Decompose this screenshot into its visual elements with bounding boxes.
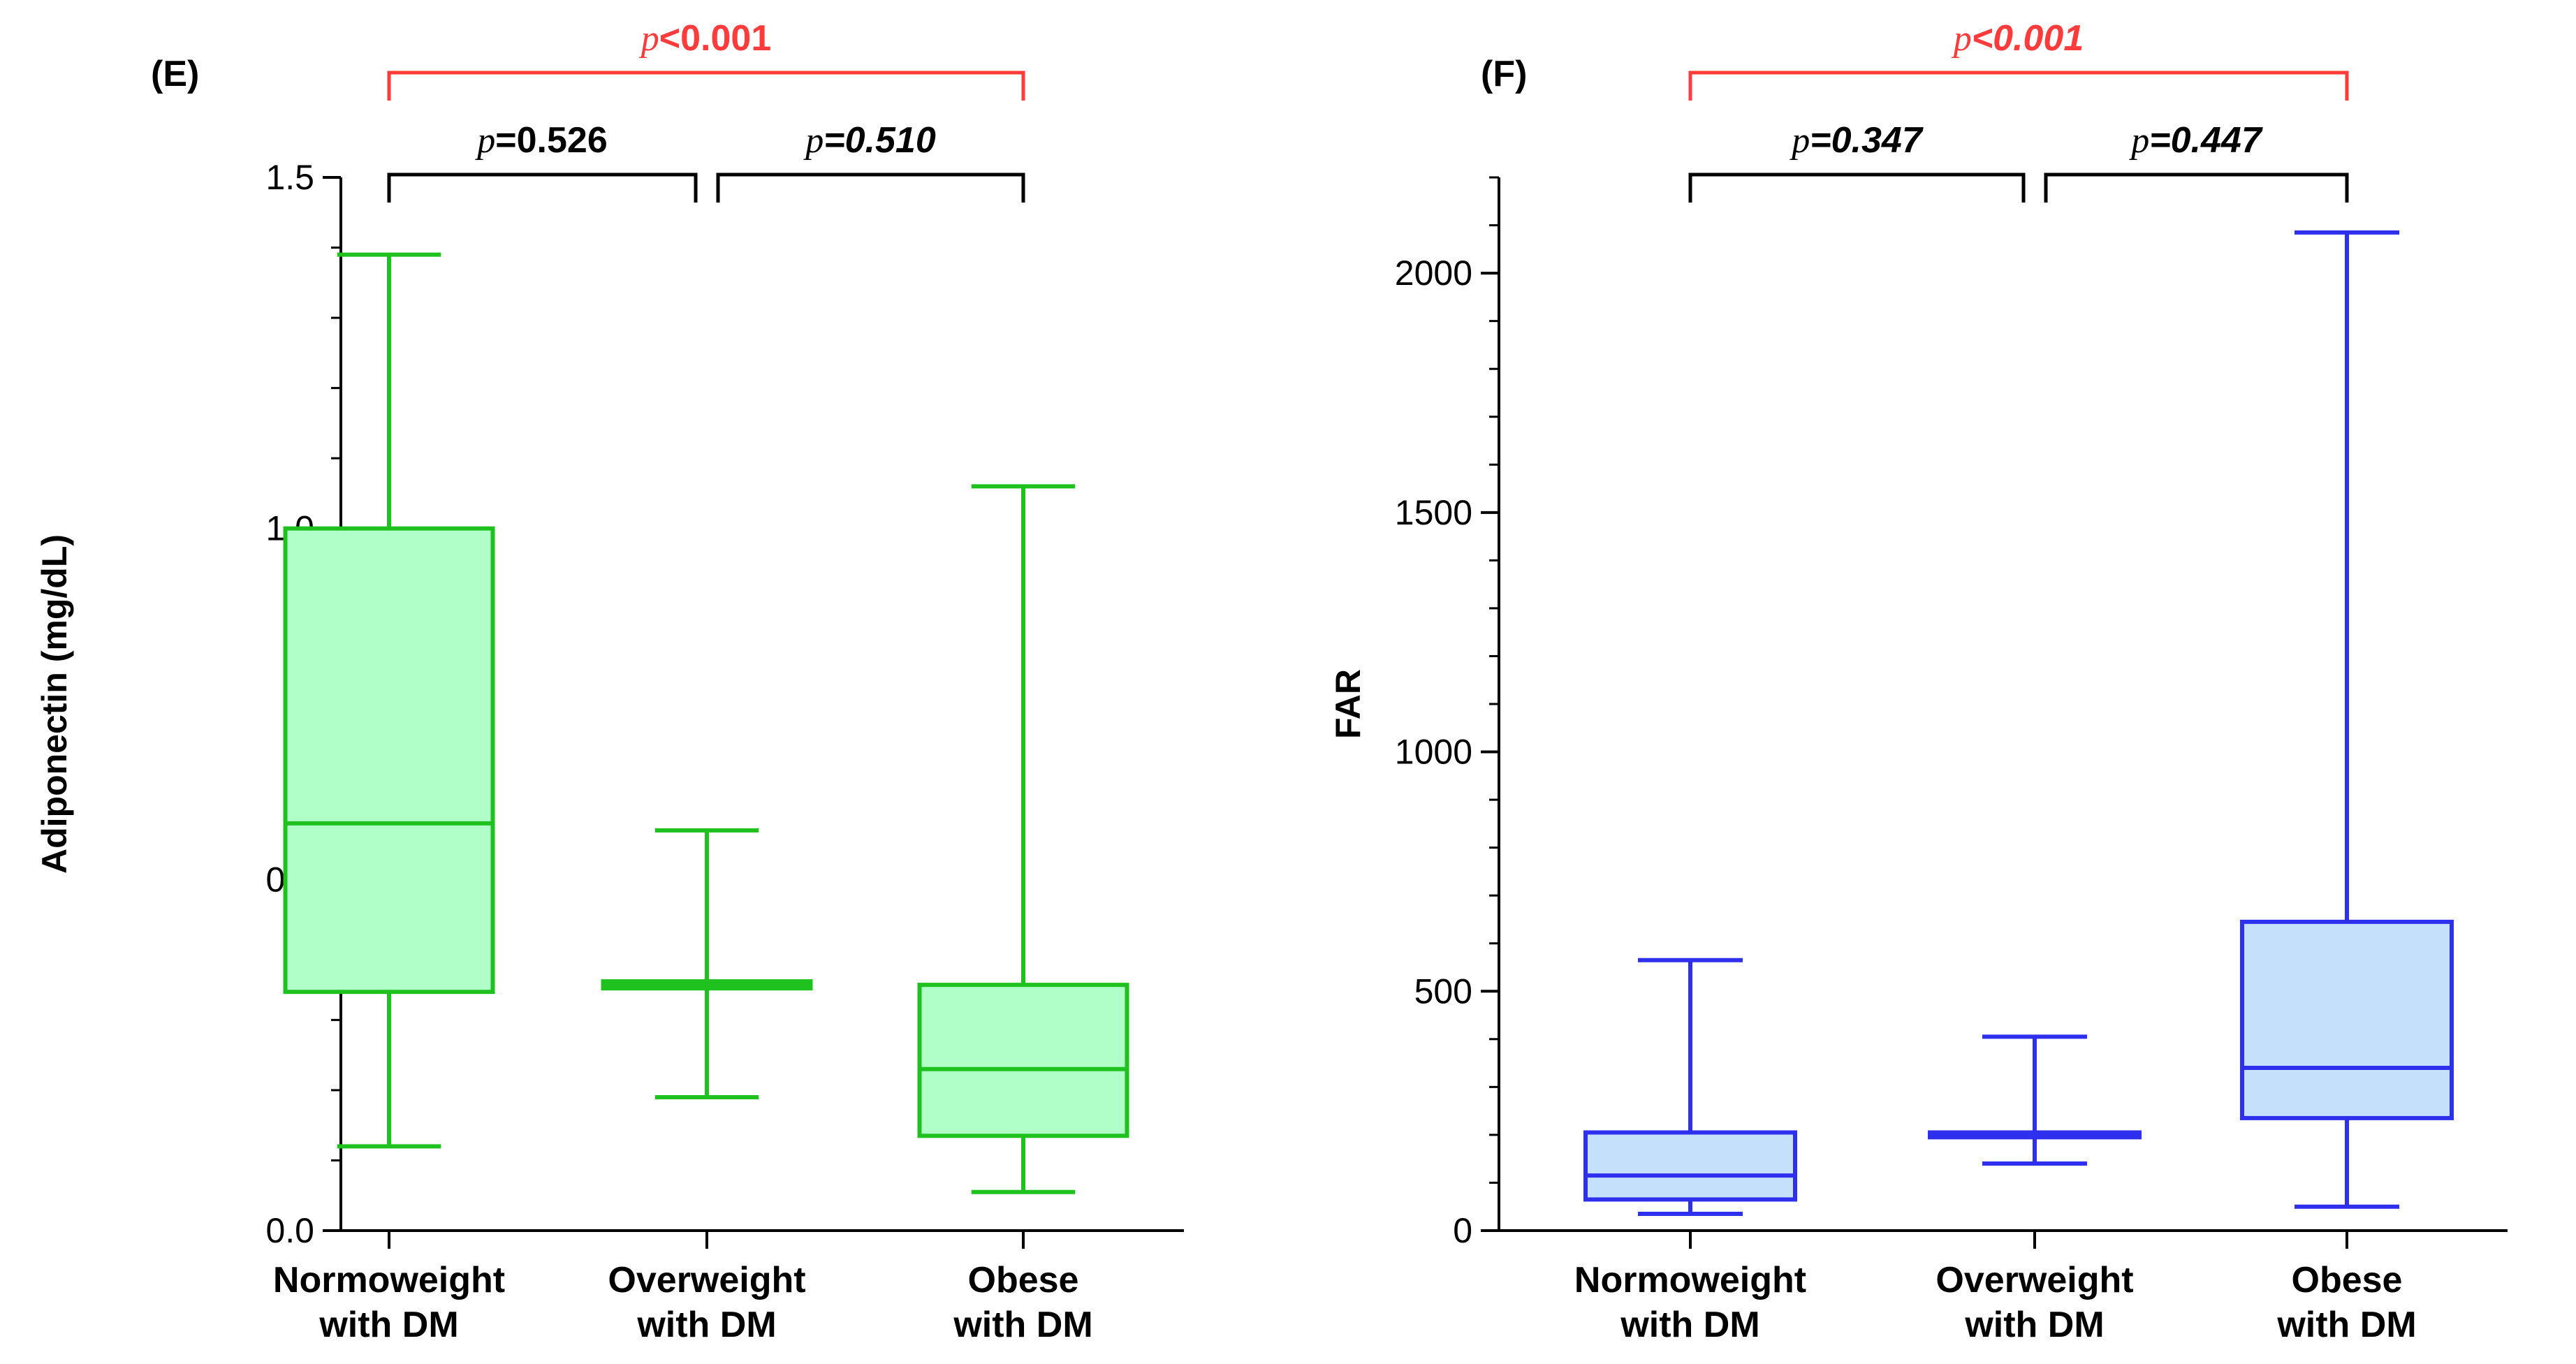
y-tick-label: 1.5	[265, 158, 314, 197]
box-0	[283, 252, 495, 1149]
bracket-line	[1688, 71, 2349, 101]
x-tick-label-line1: Overweight	[1935, 1260, 2133, 1300]
bracket-line	[1688, 173, 2026, 203]
significance-bracket: p=0.347	[1688, 120, 2026, 203]
panel-label: (F)	[1481, 54, 1527, 94]
x-tick-label-line2: with DM	[1620, 1305, 1759, 1345]
box-1	[601, 828, 813, 1099]
y-axis-title: FAR	[1329, 669, 1368, 739]
y-tick-label: 1500	[1395, 493, 1472, 532]
y-tick-label: 2000	[1395, 254, 1472, 293]
panel-label: (E)	[151, 54, 199, 94]
p-symbol: p	[474, 121, 495, 161]
bracket-line	[716, 173, 1025, 203]
box-2	[917, 484, 1129, 1194]
p-value-label: p<0.001	[1951, 18, 2084, 59]
iqr-box	[1583, 1130, 1797, 1202]
p-value-text: =0.447	[2149, 120, 2263, 161]
y-tick-label: 0	[1453, 1211, 1472, 1250]
p-value-label: p=0.447	[2128, 120, 2263, 161]
x-tick-label-line2: with DM	[2276, 1305, 2416, 1345]
panel-f: (F) 0 500 1000 1500 2000 FAR Normoweight with DM…	[1329, 18, 2508, 1345]
y-tick-label: 1000	[1395, 733, 1472, 772]
x-tick-label-line1: Overweight	[608, 1260, 805, 1300]
x-tick-label-line1: Normoweight	[1574, 1260, 1806, 1300]
significance-bracket: p=0.447	[2044, 120, 2349, 203]
p-value-label: p=0.526	[474, 120, 608, 161]
p-value-text: <0.001	[1972, 18, 2084, 59]
iqr-box	[283, 526, 495, 995]
p-value-label: p<0.001	[638, 18, 772, 59]
significance-bracket: p=0.510	[716, 120, 1025, 203]
p-symbol: p	[1951, 19, 1972, 59]
y-tick-label: 0.0	[265, 1211, 314, 1250]
p-symbol: p	[638, 19, 659, 59]
x-tick-label-line2: with DM	[1964, 1305, 2104, 1345]
x-tick-label-line1: Obese	[2292, 1260, 2403, 1300]
x-tick-label-line2: with DM	[319, 1305, 458, 1345]
p-value-text: =0.510	[824, 120, 936, 161]
p-value-label: p=0.510	[803, 120, 936, 161]
x-tick-label-line1: Obese	[968, 1260, 1079, 1300]
p-symbol: p	[1789, 121, 1810, 161]
x-tick-label-line2: with DM	[636, 1305, 776, 1345]
x-tick-label-line1: Normoweight	[273, 1260, 505, 1300]
iqr-box	[2240, 919, 2454, 1120]
iqr-box	[917, 983, 1129, 1138]
significance-bracket: p<0.001	[1688, 18, 2349, 101]
y-tick-label: 500	[1414, 971, 1472, 1011]
p-value-text: <0.001	[659, 18, 772, 59]
bracket-line	[387, 173, 698, 203]
bracket-line	[2044, 173, 2349, 203]
significance-bracket: p<0.001	[387, 18, 1025, 101]
p-symbol: p	[2128, 121, 2149, 161]
p-value-label: p=0.347	[1789, 120, 1924, 161]
box-2	[2240, 230, 2454, 1209]
y-axis-title: Adiponectin (mg/dL)	[35, 534, 74, 874]
x-tick-label-line2: with DM	[953, 1305, 1092, 1345]
box-1	[1928, 1034, 2142, 1166]
box-0	[1583, 958, 1797, 1217]
bracket-line	[387, 71, 1025, 101]
p-value-text: =0.526	[495, 120, 608, 161]
p-symbol: p	[803, 121, 824, 161]
significance-bracket: p=0.526	[387, 120, 698, 203]
p-value-text: =0.347	[1810, 120, 1924, 161]
